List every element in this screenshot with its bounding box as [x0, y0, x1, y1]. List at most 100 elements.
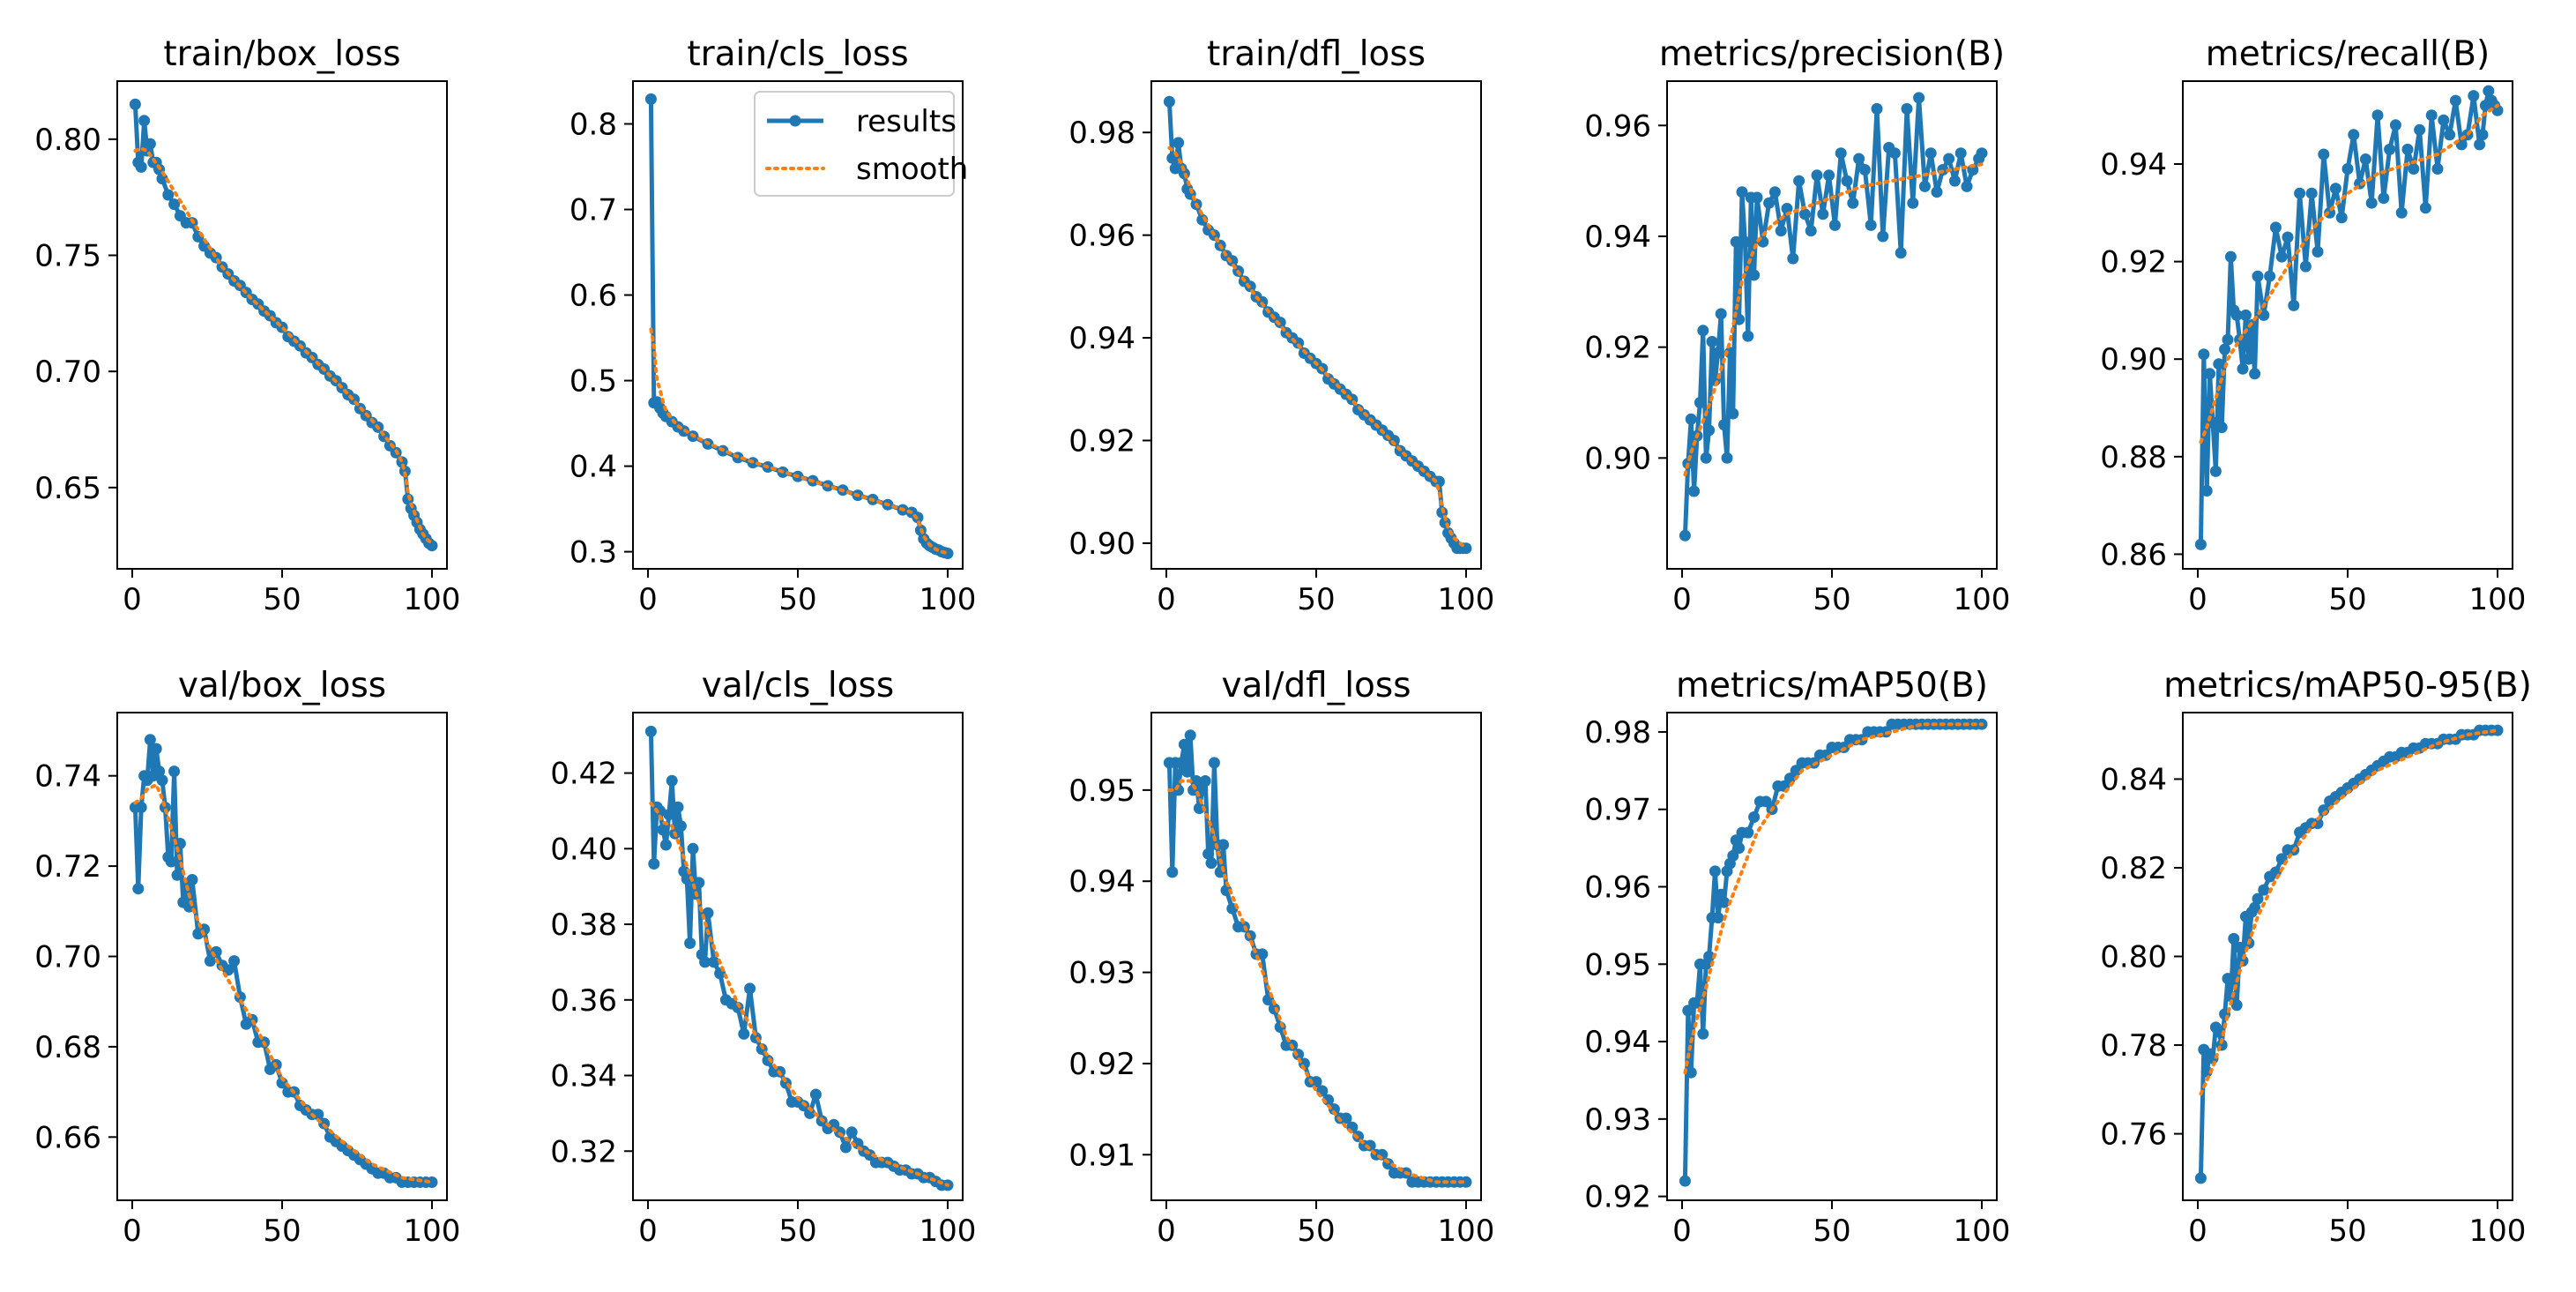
y-tick-label: 0.66 — [34, 1120, 101, 1155]
results-point — [1196, 784, 1209, 796]
results-point — [1943, 153, 1955, 165]
y-tick-label: 0.36 — [550, 983, 617, 1019]
results-point — [1790, 765, 1802, 777]
plot-frame — [2182, 80, 2513, 570]
results-point — [135, 802, 147, 813]
x-tick-label: 50 — [778, 582, 816, 617]
y-tick-label: 0.98 — [1584, 715, 1651, 751]
results-point — [2269, 221, 2282, 234]
results-point — [1340, 1112, 1352, 1124]
results-point — [2378, 192, 2390, 205]
results-point — [2318, 148, 2330, 161]
y-tick-label: 0.6 — [570, 279, 617, 314]
results-point — [699, 956, 711, 968]
results-point — [2414, 123, 2426, 136]
x-tick-label: 0 — [1672, 582, 1692, 617]
results-point — [2371, 109, 2384, 122]
results-point — [2204, 368, 2216, 380]
y-tick-label: 0.94 — [1068, 321, 1135, 356]
results-point — [702, 907, 714, 919]
results-point — [1877, 230, 1889, 243]
results-point — [1328, 1103, 1340, 1116]
results-point — [2213, 358, 2225, 370]
results-point — [2419, 202, 2431, 214]
results-point — [228, 955, 241, 967]
chart-train-cls-loss: train/cls_loss 0 50 100 0.3 0.4 0.5 0.6 0.7 0.8 re… — [570, 34, 977, 617]
y-tick-label: 0.4 — [570, 450, 617, 485]
x-tick-label: 100 — [2469, 1214, 2527, 1249]
chart-train-dfl-loss: train/dfl_loss 0 50 100 0.90 0.92 0.94 0.96 0.98 — [1068, 34, 1494, 617]
results-point — [1948, 175, 1961, 187]
y-tick-label: 0.34 — [550, 1059, 617, 1094]
y-tick-label: 0.96 — [1584, 108, 1651, 144]
results-point — [1274, 317, 1286, 329]
results-point — [2264, 270, 2276, 282]
results-point — [129, 98, 141, 110]
plot-frame — [116, 712, 448, 1201]
y-tick-label: 0.95 — [1584, 947, 1651, 982]
chart-title: val/dfl_loss — [1221, 666, 1411, 706]
results-point — [2348, 129, 2360, 141]
results-point — [156, 774, 168, 787]
results-point — [1768, 186, 1781, 198]
results-point — [1841, 175, 1853, 187]
y-tick-label: 0.98 — [1068, 116, 1135, 151]
results-point — [2384, 143, 2396, 155]
results-line — [132, 737, 432, 1184]
x-tick-label: 0 — [2188, 582, 2207, 617]
results-point — [2359, 153, 2371, 165]
results-point — [1736, 186, 1748, 198]
results-line — [1166, 101, 1466, 551]
x-tick-label: 100 — [404, 1214, 461, 1249]
results-point — [2228, 932, 2240, 945]
results-point — [644, 725, 657, 737]
smooth-line — [133, 146, 434, 545]
y-tick-label: 0.92 — [1584, 331, 1651, 366]
results-point — [2476, 129, 2489, 141]
results-point — [186, 874, 198, 885]
results-point — [657, 824, 669, 836]
results-point — [1871, 102, 1883, 115]
results-point — [1742, 330, 1754, 342]
smooth-line — [649, 327, 949, 556]
results-point — [1913, 92, 1925, 104]
results-point — [1256, 948, 1269, 960]
results-point — [2222, 973, 2234, 985]
y-tick-label: 0.3 — [570, 535, 617, 571]
results-point — [648, 858, 660, 870]
results-point — [2468, 90, 2480, 102]
results-point — [2288, 299, 2300, 311]
results-line — [1682, 721, 1982, 1182]
x-tick-label: 0 — [1157, 1214, 1176, 1249]
results-point — [1202, 848, 1215, 860]
results-point — [1811, 169, 1823, 182]
y-tick-label: 0.84 — [2100, 762, 2167, 797]
y-tick-label: 0.88 — [2100, 440, 2167, 475]
results-point — [659, 839, 672, 851]
results-point — [2365, 197, 2378, 209]
results-point — [2200, 1065, 2213, 1078]
results-point — [2474, 138, 2486, 151]
results-point — [1220, 885, 1232, 897]
y-tick-label: 0.8 — [570, 108, 617, 143]
y-tick-label: 0.38 — [550, 907, 617, 943]
legend-results-marker — [789, 115, 801, 127]
x-tick-label: 50 — [778, 1214, 816, 1249]
legend-frame — [754, 91, 955, 197]
results-point — [153, 765, 166, 778]
results-point — [2249, 901, 2261, 914]
results-point — [2237, 362, 2249, 375]
results-point — [2209, 465, 2222, 477]
y-tick-label: 0.80 — [2100, 940, 2167, 975]
results-point — [1718, 419, 1731, 431]
results-point — [2299, 260, 2312, 273]
plot-frame — [632, 712, 964, 1201]
y-tick-label: 0.91 — [1068, 1138, 1135, 1173]
results-point — [2294, 187, 2306, 199]
results-point — [1679, 1175, 1691, 1187]
y-tick-label: 0.82 — [2100, 851, 2167, 886]
results-point — [2395, 206, 2408, 219]
results-point — [1931, 186, 1943, 198]
y-tick-label: 0.96 — [1068, 219, 1135, 254]
results-point — [2230, 999, 2243, 1012]
